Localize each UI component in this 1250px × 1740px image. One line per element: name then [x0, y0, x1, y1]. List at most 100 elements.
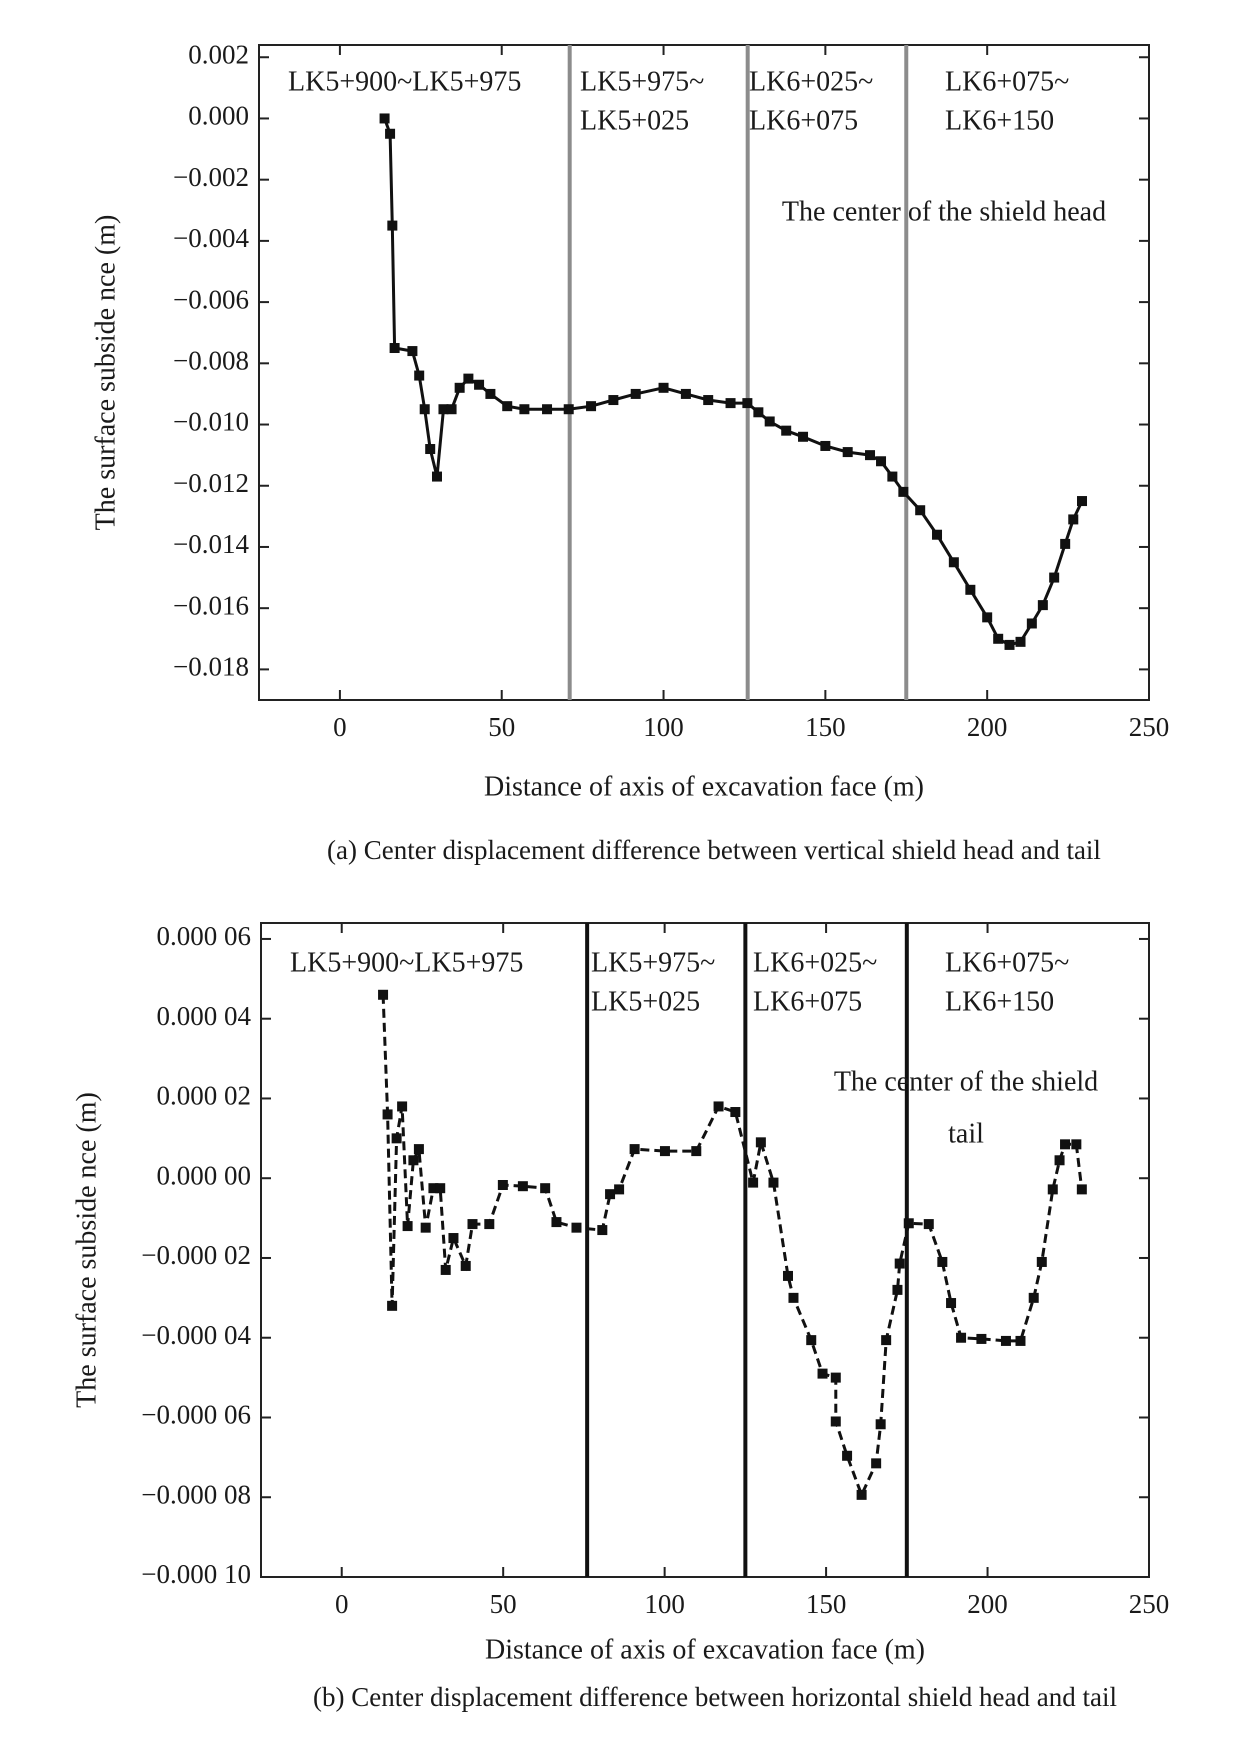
- region-label: LK6+075: [753, 986, 862, 1017]
- y-tick-label: 0.000 04: [157, 1001, 252, 1031]
- data-point: [659, 1146, 670, 1157]
- data-point: [887, 471, 898, 482]
- plot-frame: [258, 44, 1150, 701]
- data-point: [753, 407, 764, 418]
- region-label: LK5+025: [580, 105, 689, 136]
- data-point: [865, 450, 876, 461]
- data-point: [798, 431, 809, 442]
- data-point: [428, 1183, 439, 1194]
- annotation: The center of the shield: [834, 1066, 1098, 1097]
- data-point: [965, 584, 976, 595]
- region-label: LK6+075~: [945, 947, 1069, 978]
- data-point: [517, 1181, 528, 1192]
- region-label: LK5+975~: [580, 66, 704, 97]
- data-point: [806, 1335, 817, 1346]
- data-point: [608, 395, 619, 406]
- data-point: [781, 425, 792, 436]
- x-tick-label: 150: [806, 1589, 847, 1619]
- data-point: [1015, 636, 1026, 647]
- data-point: [691, 1146, 702, 1157]
- data-point: [387, 1300, 398, 1311]
- data-point: [432, 471, 442, 482]
- y-tick-label: −0.010: [173, 407, 249, 437]
- y-axis-label: The surface subside nce (m): [90, 215, 121, 531]
- data-point: [420, 1222, 431, 1233]
- data-point: [755, 1137, 766, 1148]
- y-tick-label: −0.008: [173, 346, 249, 376]
- data-point: [842, 1450, 853, 1461]
- x-tick-label: 50: [490, 1589, 517, 1619]
- y-tick-label: −0.002: [173, 162, 249, 192]
- data-point: [448, 1233, 459, 1244]
- data-point: [1000, 1335, 1011, 1346]
- x-tick-label: 200: [967, 1589, 1008, 1619]
- data-point: [1060, 538, 1071, 549]
- region-label: LK6+025~: [749, 66, 873, 97]
- data-point: [542, 404, 553, 415]
- x-tick-label: 150: [805, 712, 846, 742]
- annotation: The center of the shield head: [782, 196, 1106, 227]
- data-point: [725, 398, 736, 409]
- data-point: [413, 1144, 424, 1155]
- x-tick-label: 0: [335, 1589, 349, 1619]
- data-point: [1054, 1155, 1065, 1166]
- data-point: [894, 1258, 905, 1269]
- y-tick-label: −0.018: [173, 652, 249, 682]
- data-point: [502, 401, 513, 412]
- data-point: [497, 1179, 508, 1190]
- y-tick-label: −0.000 06: [141, 1400, 251, 1430]
- data-point: [856, 1489, 867, 1500]
- data-point: [903, 1218, 914, 1229]
- data-point: [378, 989, 389, 1000]
- data-point: [898, 486, 909, 497]
- data-point: [976, 1333, 987, 1344]
- data-point: [484, 1219, 495, 1230]
- x-tick-label: 100: [644, 1589, 685, 1619]
- caption: (a) Center displacement difference betwe…: [327, 835, 1101, 865]
- data-point: [881, 1335, 892, 1346]
- data-point: [1071, 1139, 1082, 1150]
- data-point: [946, 1298, 957, 1309]
- data-point: [438, 404, 449, 415]
- x-tick-label: 0: [333, 712, 347, 742]
- y-tick-label: −0.014: [173, 529, 249, 559]
- data-point: [385, 128, 396, 139]
- data-point: [830, 1416, 841, 1427]
- data-point: [1049, 572, 1060, 583]
- data-point: [1076, 1184, 1087, 1195]
- data-point: [817, 1368, 828, 1379]
- data-point: [389, 343, 400, 354]
- data-point: [454, 382, 465, 393]
- y-tick-label: −0.006: [173, 284, 249, 314]
- data-point: [414, 370, 425, 381]
- caption: (b) Center displacement difference betwe…: [313, 1682, 1117, 1712]
- data-point: [1036, 1256, 1047, 1267]
- data-point: [820, 440, 831, 451]
- region-label: LK5+900~LK5+975: [288, 66, 521, 97]
- data-point: [713, 1101, 724, 1112]
- data-point: [435, 1183, 446, 1194]
- data-point: [630, 388, 641, 399]
- data-point: [474, 379, 485, 390]
- x-tick-label: 50: [488, 712, 515, 742]
- region-label: LK5+025: [591, 986, 700, 1017]
- y-tick-label: −0.000 02: [141, 1240, 251, 1270]
- y-tick-label: 0.002: [188, 39, 249, 69]
- data-point: [768, 1177, 779, 1188]
- data-point: [876, 456, 887, 467]
- data-point: [742, 398, 753, 409]
- data-point: [387, 220, 398, 231]
- data-point: [597, 1225, 608, 1236]
- data-point: [892, 1284, 903, 1295]
- data-point: [425, 444, 436, 455]
- data-point: [571, 1222, 582, 1233]
- data-point: [519, 404, 530, 415]
- data-point: [1047, 1184, 1058, 1195]
- data-point: [440, 1264, 451, 1275]
- data-point: [629, 1144, 640, 1155]
- y-tick-label: −0.000 04: [141, 1320, 251, 1350]
- x-axis-label: Distance of axis of excavation face (m): [484, 771, 924, 802]
- data-point: [408, 1155, 419, 1166]
- data-point: [915, 505, 926, 516]
